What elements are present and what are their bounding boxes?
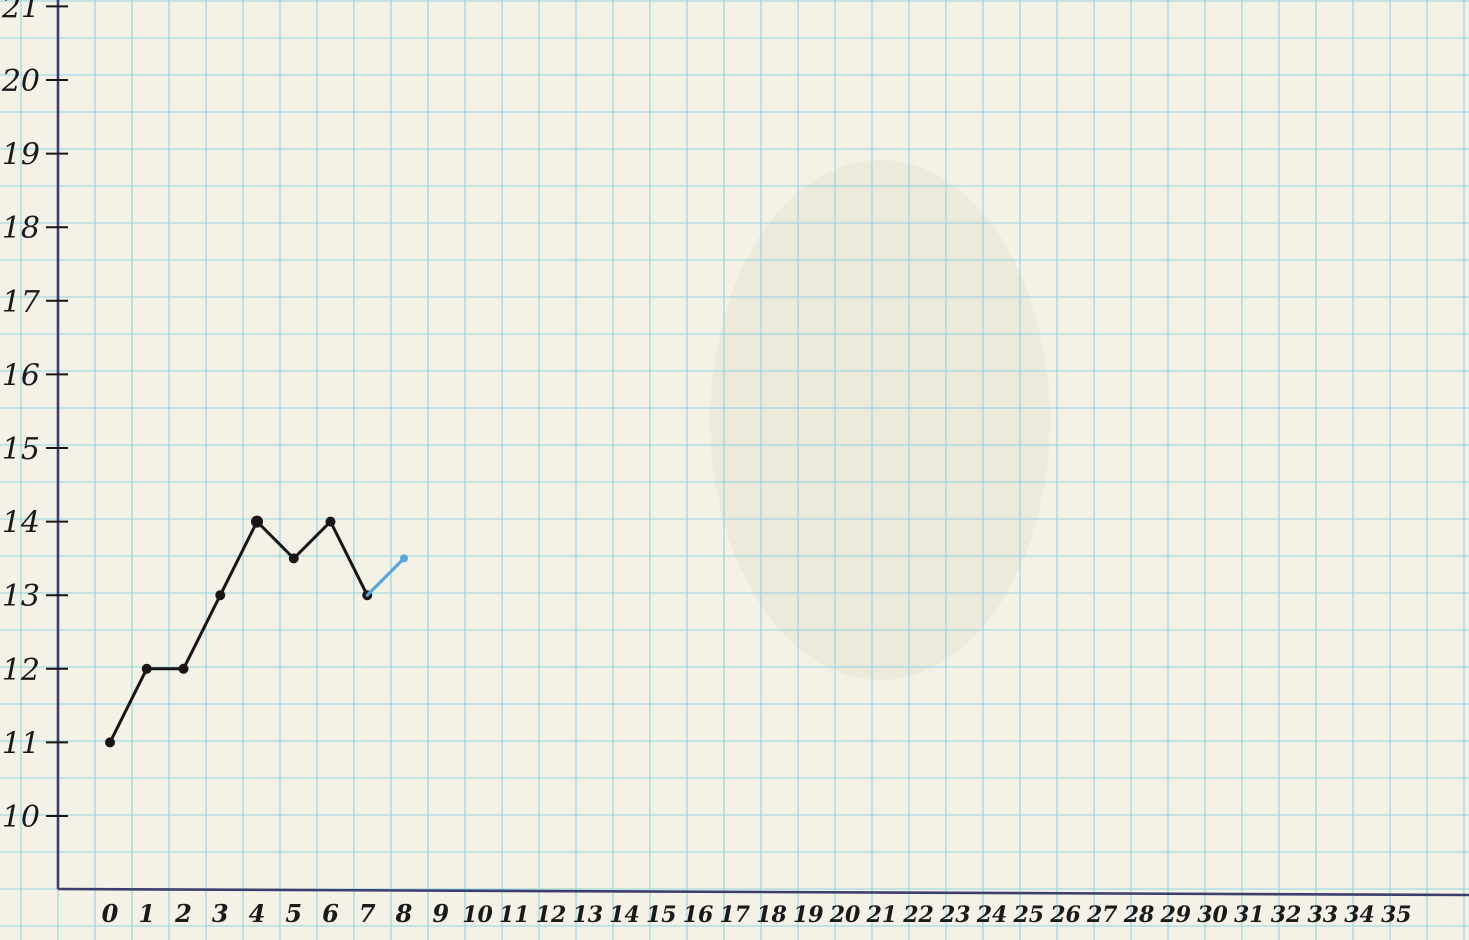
x-tick-label: 32 <box>1271 902 1302 928</box>
x-tick-label: 28 <box>1123 902 1155 928</box>
data-point <box>288 553 299 564</box>
y-tick-label: 12 <box>2 653 40 688</box>
x-tick-label: 25 <box>1012 902 1044 928</box>
x-tick-label: 7 <box>359 899 376 928</box>
x-tick-label: 9 <box>432 899 449 928</box>
x-tick-label: 31 <box>1234 902 1265 928</box>
data-point <box>215 590 226 601</box>
x-axis <box>57 887 1469 897</box>
x-tick-label: 11 <box>499 902 530 928</box>
y-tick-label: 10 <box>2 800 40 835</box>
x-tick-label: 30 <box>1197 902 1228 928</box>
x-tick-label: 34 <box>1344 902 1375 928</box>
data-point <box>400 554 408 563</box>
data-point <box>141 663 152 674</box>
x-tick-label: 4 <box>249 899 266 928</box>
x-tick-label: 15 <box>646 902 677 928</box>
y-tick-label: 16 <box>2 358 40 393</box>
x-tick-label: 13 <box>572 902 603 928</box>
data-point <box>178 663 189 674</box>
y-tick-label: 11 <box>2 726 40 761</box>
data-point <box>105 737 115 748</box>
y-tick-label: 18 <box>2 211 40 246</box>
x-tick-label: 8 <box>395 899 413 928</box>
x-tick-label: 24 <box>976 902 1008 928</box>
x-tick-label: 33 <box>1307 902 1338 928</box>
x-tick-label: 3 <box>212 899 229 928</box>
x-tick-label: 16 <box>683 902 714 928</box>
x-tick-label: 0 <box>102 899 119 928</box>
y-tick-label: 15 <box>2 432 40 467</box>
paper-stain <box>710 160 1050 680</box>
x-tick-label: 22 <box>902 902 934 928</box>
y-tick-label: 13 <box>2 579 40 614</box>
x-tick-label: 26 <box>1049 902 1081 928</box>
x-tick-label: 14 <box>609 902 640 928</box>
x-tick-label: 12 <box>536 902 567 928</box>
y-tick-label: 20 <box>1 64 40 99</box>
x-tick-label: 19 <box>793 902 824 928</box>
series-line <box>365 556 406 597</box>
x-tick-label: 29 <box>1159 902 1191 928</box>
x-tick-label: 23 <box>939 902 971 928</box>
y-tick-label: 14 <box>2 506 40 541</box>
x-tick-label: 17 <box>719 902 750 928</box>
data-point <box>251 515 263 528</box>
x-tick-label: 18 <box>756 902 787 928</box>
y-tick-label: 19 <box>2 138 40 173</box>
x-tick-label: 35 <box>1381 902 1412 928</box>
y-tick-label: 17 <box>2 285 41 320</box>
series-line <box>108 520 369 744</box>
x-tick-label: 1 <box>138 899 155 928</box>
x-tick-label: 27 <box>1086 902 1118 928</box>
x-tick-label: 21 <box>865 902 897 928</box>
y-tick-label: 21 <box>1 0 40 25</box>
x-tick-label: 20 <box>829 902 861 928</box>
x-tick-label: 2 <box>174 899 192 928</box>
data-point <box>325 516 336 527</box>
x-tick-label: 5 <box>285 899 302 928</box>
x-tick-label: 10 <box>462 902 493 928</box>
x-tick-label: 6 <box>322 899 339 928</box>
